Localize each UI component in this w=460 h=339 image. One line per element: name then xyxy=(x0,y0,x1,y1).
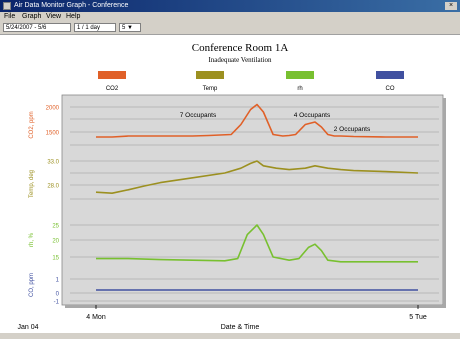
y-axis-label-temp: Temp, deg xyxy=(29,170,35,198)
series-line-temp xyxy=(95,160,419,194)
annotation-label: 4 Occupants xyxy=(294,112,331,119)
y-tick-label: 33.0 xyxy=(47,160,59,166)
chart-subtitle: Inadequate Ventilation xyxy=(208,56,272,64)
y-tick-label: 20 xyxy=(52,239,59,245)
annotation-label: 2 Occupants xyxy=(334,126,371,133)
legend-swatch-rh xyxy=(286,71,314,79)
close-button[interactable]: × xyxy=(445,2,457,10)
menu-file[interactable]: File xyxy=(4,13,16,20)
series-line-co2 xyxy=(96,103,418,138)
chart-title: Conference Room 1A xyxy=(192,42,289,54)
legend-label-rh: rh xyxy=(297,86,302,92)
x-date-label: Jan 04 xyxy=(17,324,38,331)
menu-graph[interactable]: Graph xyxy=(22,13,42,20)
y-tick-label: 15 xyxy=(52,256,59,262)
annotation-label: 7 Occupants xyxy=(180,112,217,119)
graph-canvas: Conference Room 1A Inadequate Ventilation… xyxy=(0,35,460,339)
scale-select[interactable]: 5 ▼ xyxy=(119,23,141,32)
chart-svg: Conference Room 1A Inadequate Ventilation… xyxy=(17,42,446,331)
y-axis-label-co: CO, ppm xyxy=(29,273,35,297)
window-title: Air Data Monitor Graph - Conference xyxy=(14,2,129,9)
legend-label-temp: Temp xyxy=(203,86,218,92)
plot-shadow-bottom xyxy=(65,305,446,308)
y-axis-label-co2: CO2, ppm xyxy=(29,111,35,138)
x-tick-label: 4 Mon xyxy=(86,314,106,321)
status-bar xyxy=(0,333,460,339)
y-tick-label: 25 xyxy=(52,224,59,230)
y-tick-label: 1 xyxy=(56,278,60,284)
y-tick-label: 28.0 xyxy=(47,184,59,190)
legend-swatch-temp xyxy=(196,71,224,79)
legend-label-co: CO xyxy=(386,86,395,92)
toolbar: 5/24/2007 - 5/6 1 / 1 day 5 ▼ xyxy=(0,22,460,35)
menu-view[interactable]: View xyxy=(46,13,62,20)
menu-bar: File Graph View Help xyxy=(0,12,460,22)
x-tick-label: 5 Tue xyxy=(409,314,427,321)
y-tick-label: 2000 xyxy=(46,106,60,112)
legend-swatch-co2 xyxy=(98,71,126,79)
app-icon xyxy=(3,2,11,10)
legend-swatch-co xyxy=(376,71,404,79)
legend-label-co2: CO2 xyxy=(106,86,119,92)
zoom-select[interactable]: 1 / 1 day xyxy=(74,23,116,32)
y-tick-label: 0 xyxy=(56,292,60,298)
y-tick-label: 1500 xyxy=(46,131,60,137)
title-bar[interactable]: Air Data Monitor Graph - Conference × xyxy=(0,0,460,12)
menu-help[interactable]: Help xyxy=(66,13,81,20)
y-tick-label: -1 xyxy=(54,300,60,306)
y-axis-label-rh: rh, % xyxy=(29,232,35,247)
date-range-select[interactable]: 5/24/2007 - 5/6 xyxy=(3,23,71,32)
series-line-rh xyxy=(96,224,418,263)
plot-shadow-right xyxy=(443,98,446,308)
x-axis-label: Date & Time xyxy=(221,324,260,331)
plot-area xyxy=(61,94,444,306)
